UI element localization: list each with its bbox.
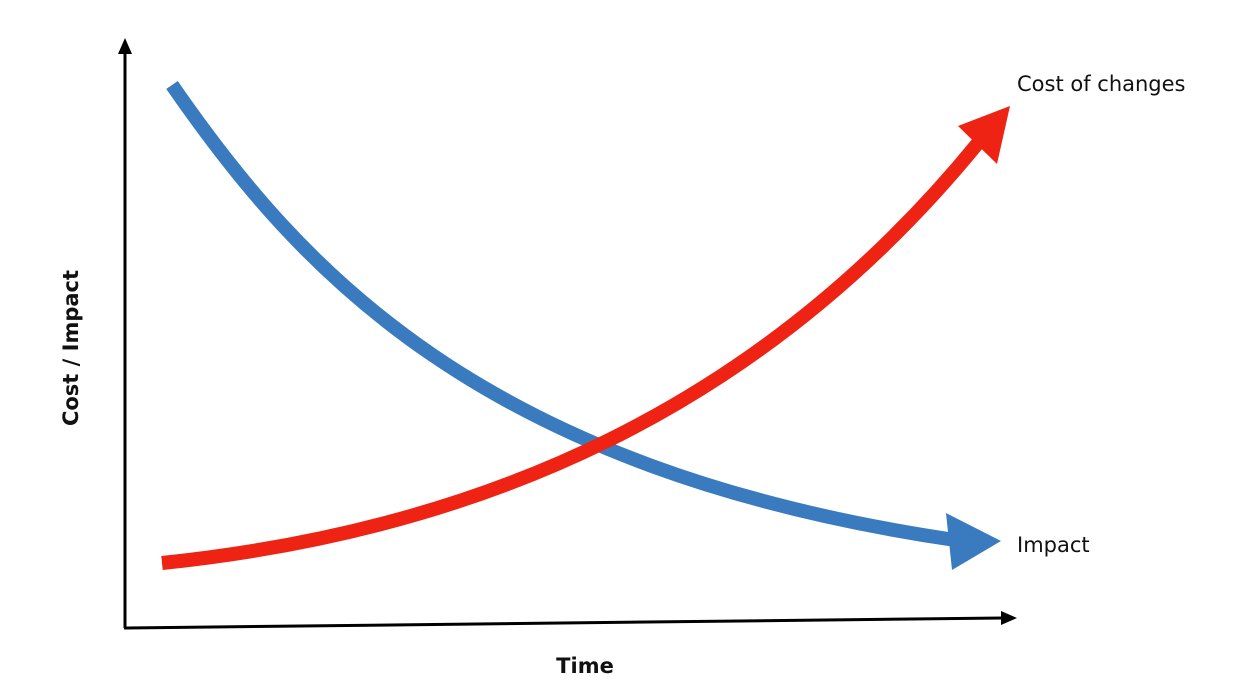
impact-curve [166,81,957,547]
x-axis-label: Time [556,654,614,678]
y-axis-arrow [118,38,132,54]
cost-arrow [958,106,1010,164]
x-axis-arrow [1001,611,1017,625]
cost-curve [161,138,984,570]
x-axis [123,616,1004,630]
y-axis-label: Cost / Impact [59,270,83,426]
curve-label: Impact [1017,533,1090,557]
curve-label: Cost of changes [1017,72,1186,96]
impact-arrow [946,513,1001,570]
